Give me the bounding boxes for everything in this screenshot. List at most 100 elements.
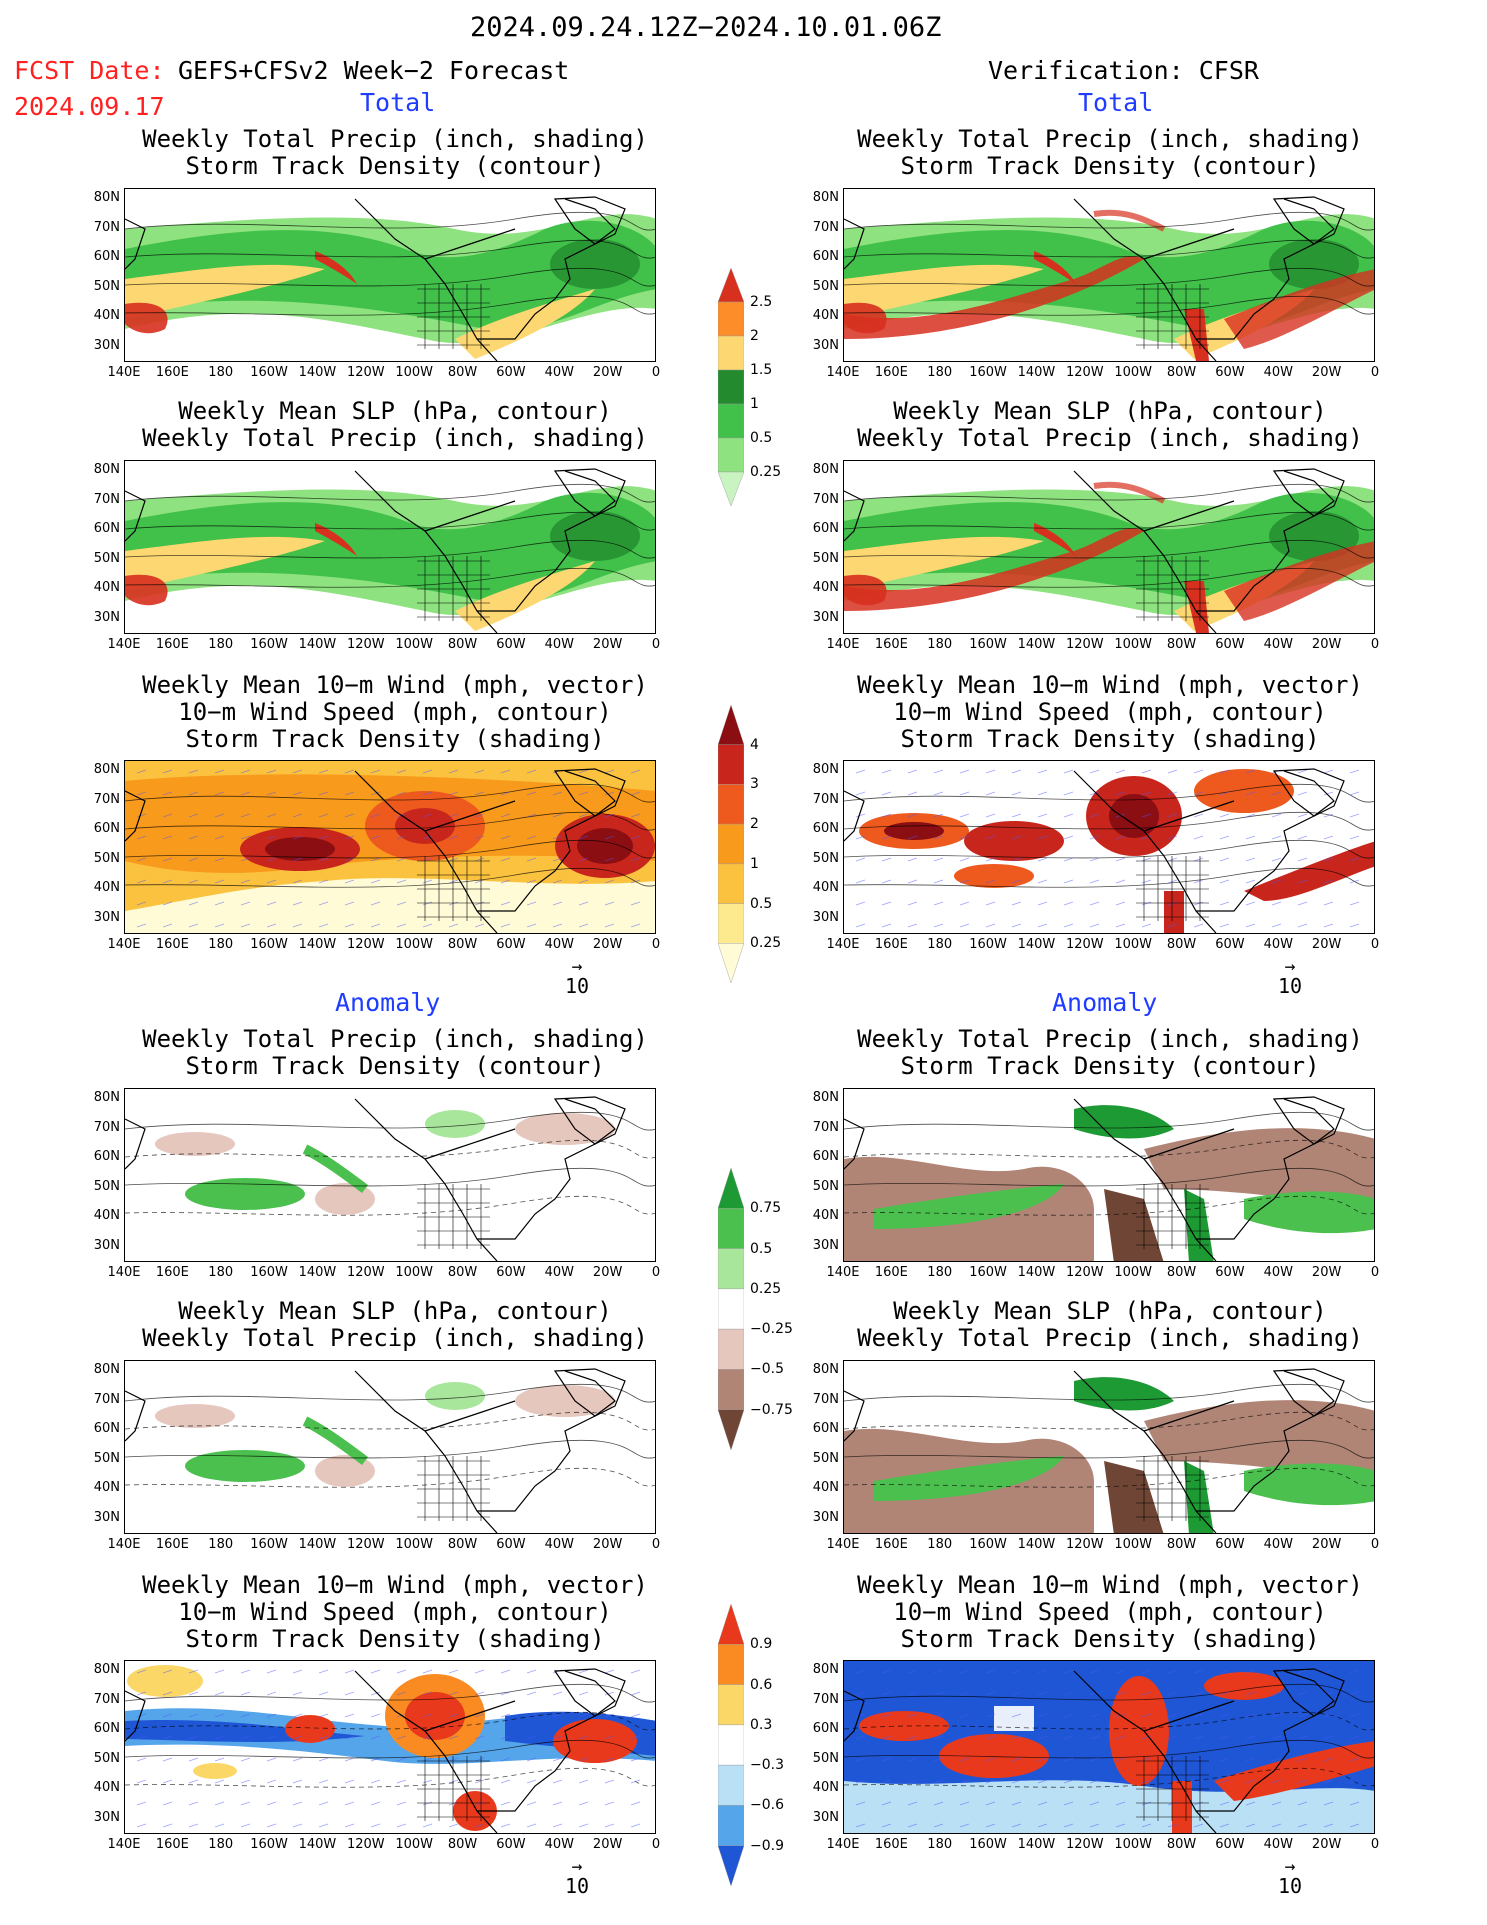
lon-tick-label: 160E <box>155 937 189 952</box>
lat-tick-label: 60N <box>812 1149 839 1164</box>
lon-tick-label: 160E <box>874 937 908 952</box>
lat-tick-label: 60N <box>93 821 120 836</box>
colorbar-label: 0.5 <box>750 895 773 912</box>
title-slp-precip-r2: Weekly Mean SLP (hPa, contour) Weekly Tot… <box>857 1297 1363 1352</box>
lon-tick-label: 160E <box>155 365 189 380</box>
title-wind-storm-r1: Weekly Mean 10−m Wind (mph, vector) 10−m … <box>857 671 1363 753</box>
lon-tick-label: 0 <box>1370 1265 1380 1280</box>
lat-tick-label: 80N <box>812 1662 839 1677</box>
lon-tick-label: 140W <box>298 637 337 652</box>
lon-tick-label: 140W <box>1017 365 1056 380</box>
lat-tick-label: 50N <box>812 1750 839 1766</box>
lon-tick-label: 180 <box>208 1265 234 1280</box>
fcst-model-label: GEFS+CFSv2 Week−2 Forecast <box>178 56 570 85</box>
lon-tick-label: 140E <box>826 637 860 652</box>
lon-tick-label: 180 <box>927 637 953 652</box>
lon-tick-label: 140W <box>1017 1265 1056 1280</box>
lon-tick-label: 180 <box>927 1837 953 1852</box>
lat-tick-label: 40N <box>812 880 839 895</box>
colorbar-label: 2.5 <box>750 294 773 310</box>
lon-tick-label: 140W <box>1017 637 1056 652</box>
lon-tick-label: 160E <box>155 637 189 652</box>
lat-tick-label: 60N <box>812 1721 839 1736</box>
lon-tick-label: 80W <box>1166 365 1197 380</box>
lat-tick-label: 40N <box>93 880 120 895</box>
lat-tick-label: 30N <box>93 337 120 353</box>
lon-tick-label: 180 <box>927 1537 953 1552</box>
colorbar-label: 0.6 <box>750 1676 773 1693</box>
lat-tick-label: 70N <box>93 1691 120 1707</box>
lon-tick-label: 100W <box>395 365 433 380</box>
lon-tick-label: 60W <box>1215 1537 1245 1552</box>
lat-tick-label: 70N <box>812 491 839 507</box>
vector-ref-right-2: → 10 <box>1268 1858 1312 1899</box>
lon-tick-label: 0 <box>651 365 661 380</box>
map-slp-precip-verif-total <box>843 460 1375 634</box>
lon-tick-label: 180 <box>208 937 234 952</box>
map-wind-storm-forecast-total <box>124 760 656 934</box>
title-wind-storm-l2: Weekly Mean 10−m Wind (mph, vector) 10−m … <box>142 1571 648 1653</box>
lon-tick-label: 160E <box>874 1837 908 1852</box>
lon-tick-label: 100W <box>395 937 433 952</box>
lon-tick-label: 120W <box>346 365 385 380</box>
lon-tick-label: 140E <box>107 365 141 380</box>
lon-tick-label: 140E <box>107 1265 141 1280</box>
lat-tick-label: 30N <box>812 1809 839 1825</box>
lon-tick-label: 140E <box>826 1265 860 1280</box>
fcst-date-value: 2024.09.17 <box>14 92 165 121</box>
colorbar-label: 2 <box>750 816 759 833</box>
colorbar-segment <box>717 1369 745 1410</box>
map-precip-storm-verif-total <box>843 188 1375 362</box>
lat-tick-label: 70N <box>93 791 120 807</box>
colorbar-label: −0.3 <box>750 1757 784 1774</box>
lon-tick-label: 140W <box>1017 937 1056 952</box>
lat-tick-label: 40N <box>93 1480 120 1495</box>
lon-tick-label: 120W <box>1065 1837 1104 1852</box>
lon-tick-label: 160E <box>874 365 908 380</box>
lat-tick-label: 30N <box>812 609 839 625</box>
lon-tick-label: 160W <box>969 937 1007 952</box>
lon-tick-label: 140E <box>107 1537 141 1552</box>
title-slp-precip-l2: Weekly Mean SLP (hPa, contour) Weekly Tot… <box>142 1297 648 1352</box>
date-range-title: 2024.09.24.12Z−2024.10.01.06Z <box>470 12 942 43</box>
lon-tick-label: 20W <box>592 637 623 652</box>
arrow-right-icon: → <box>1284 956 1296 977</box>
lat-tick-label: 80N <box>812 1090 839 1105</box>
lon-tick-label: 140E <box>826 937 860 952</box>
lon-tick-label: 80W <box>1166 1537 1197 1552</box>
lon-tick-label: 0 <box>651 637 661 652</box>
lon-tick-label: 100W <box>1114 1265 1152 1280</box>
lon-tick-label: 160W <box>250 365 288 380</box>
lon-tick-label: 20W <box>1311 937 1342 952</box>
colorbar-label: 3 <box>750 776 759 793</box>
lon-tick-label: 160W <box>250 937 288 952</box>
colorbar-label: 1.5 <box>750 362 773 378</box>
lon-tick-label: 40W <box>1263 637 1293 652</box>
lon-tick-label: 100W <box>1114 637 1152 652</box>
lon-tick-label: 140E <box>107 937 141 952</box>
colorbar-label: 0.25 <box>750 464 782 480</box>
lon-tick-label: 60W <box>496 1265 526 1280</box>
lon-tick-label: 0 <box>1370 1837 1380 1852</box>
lon-tick-label: 60W <box>1215 1265 1245 1280</box>
lat-tick-label: 50N <box>812 1178 839 1194</box>
lon-tick-label: 60W <box>1215 1837 1245 1852</box>
lon-tick-label: 80W <box>447 365 478 380</box>
colorbar-segment <box>717 369 745 405</box>
colorbar-segment <box>717 335 745 371</box>
lon-tick-label: 100W <box>395 1837 433 1852</box>
lon-tick-label: 140E <box>826 365 860 380</box>
colorbar-segment <box>717 1409 745 1451</box>
title-slp-precip-l1: Weekly Mean SLP (hPa, contour) Weekly Tot… <box>142 397 648 452</box>
lon-tick-label: 80W <box>447 1537 478 1552</box>
lat-tick-label: 50N <box>93 850 120 866</box>
colorbar-segment <box>717 704 745 745</box>
colorbar-segment <box>717 903 745 944</box>
colorbar-segment <box>717 301 745 337</box>
colorbar-label: 1 <box>750 855 759 872</box>
lon-tick-label: 120W <box>1065 365 1104 380</box>
lon-tick-label: 80W <box>1166 637 1197 652</box>
lon-tick-label: 120W <box>346 937 385 952</box>
lon-tick-label: 140W <box>298 937 337 952</box>
lon-tick-label: 60W <box>496 1537 526 1552</box>
